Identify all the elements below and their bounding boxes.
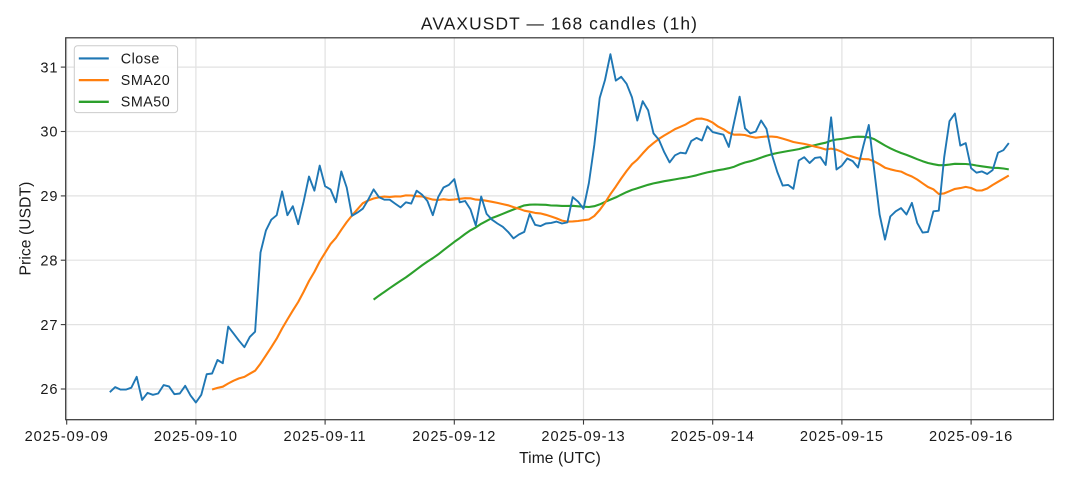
- svg-text:2025-09-12: 2025-09-12: [412, 429, 496, 445]
- svg-text:2025-09-15: 2025-09-15: [800, 429, 884, 445]
- svg-text:SMA20: SMA20: [121, 73, 170, 89]
- svg-text:27: 27: [40, 318, 58, 334]
- svg-text:Close: Close: [121, 51, 160, 67]
- svg-text:31: 31: [40, 60, 58, 76]
- svg-text:2025-09-11: 2025-09-11: [284, 429, 367, 445]
- svg-text:Time (UTC): Time (UTC): [519, 450, 601, 467]
- svg-text:30: 30: [40, 125, 58, 141]
- svg-text:2025-09-09: 2025-09-09: [25, 429, 109, 445]
- svg-text:2025-09-13: 2025-09-13: [541, 429, 625, 445]
- svg-text:Price (USDT): Price (USDT): [18, 182, 35, 276]
- svg-text:29: 29: [40, 189, 58, 205]
- svg-text:2025-09-16: 2025-09-16: [929, 429, 1013, 445]
- svg-text:SMA50: SMA50: [121, 95, 170, 111]
- svg-text:2025-09-14: 2025-09-14: [671, 429, 755, 445]
- svg-text:AVAXUSDT — 168 candles (1h): AVAXUSDT — 168 candles (1h): [421, 14, 698, 34]
- svg-text:26: 26: [40, 382, 58, 398]
- svg-text:2025-09-10: 2025-09-10: [154, 429, 238, 445]
- svg-text:28: 28: [40, 253, 58, 269]
